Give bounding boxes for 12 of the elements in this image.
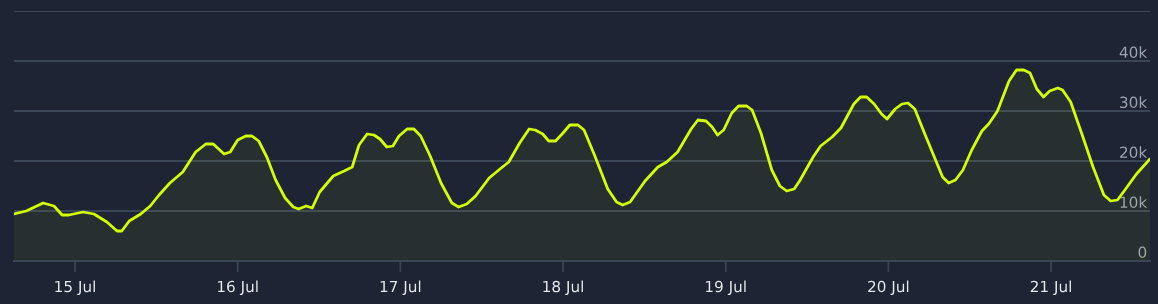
- y-tick-label: 30k: [1120, 96, 1148, 109]
- y-tick-label: 40k: [1119, 46, 1148, 59]
- x-tick-label: 16 Jul: [217, 280, 258, 296]
- x-tick-label: 19 Jul: [706, 280, 746, 296]
- y-tick-label: 0: [1138, 246, 1147, 259]
- y-tick-label: 20k: [1120, 146, 1148, 159]
- x-tick-label: 18 Jul: [543, 280, 583, 296]
- x-tick-label: 15 Jul: [55, 280, 95, 296]
- x-tick-label: 20 Jul: [868, 280, 909, 296]
- y-tick-label: 10k: [1120, 196, 1148, 209]
- x-tick-label: 21 Jul: [1030, 280, 1071, 296]
- x-tick-label: 17 Jul: [380, 280, 421, 296]
